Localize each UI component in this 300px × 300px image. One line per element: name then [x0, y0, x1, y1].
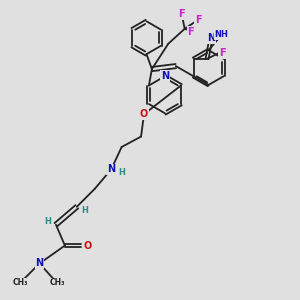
Text: F: F [195, 15, 202, 26]
Text: O: O [140, 109, 148, 119]
Text: NH: NH [214, 30, 228, 39]
Text: F: F [178, 9, 185, 20]
Text: N: N [35, 259, 44, 269]
Text: F: F [188, 27, 194, 37]
Text: H: H [44, 217, 51, 226]
Text: H: H [118, 169, 125, 178]
Text: H: H [81, 206, 88, 215]
Text: N: N [161, 71, 169, 81]
Text: CH₃: CH₃ [12, 278, 28, 287]
Text: F: F [219, 48, 226, 58]
Text: N: N [207, 33, 215, 43]
Text: N: N [107, 164, 115, 174]
Text: O: O [84, 241, 92, 250]
Text: CH₃: CH₃ [50, 278, 65, 287]
